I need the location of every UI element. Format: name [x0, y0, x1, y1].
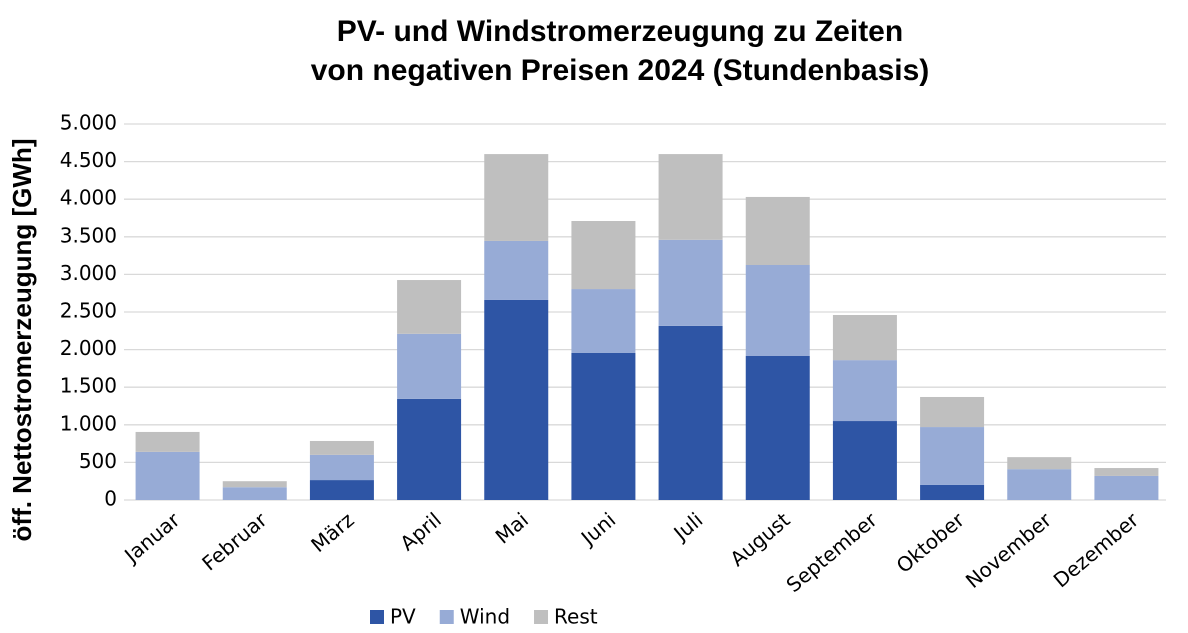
y-tick-label: 4.000	[60, 186, 117, 210]
bar-segment	[397, 280, 462, 334]
chart-title: von negativen Preisen 2024 (Stundenbasis…	[311, 54, 930, 87]
x-tick-label: Dezember	[1049, 507, 1144, 592]
bar-segment	[484, 154, 549, 241]
x-tick-label: Februar	[197, 507, 272, 575]
bar-segment	[658, 154, 723, 240]
y-tick-label: 0	[104, 487, 117, 511]
bar-segment	[571, 352, 636, 500]
legend-label: Rest	[554, 605, 598, 629]
bar-segment	[1094, 475, 1159, 500]
x-tick-label: August	[725, 508, 794, 571]
bar-segment	[1007, 469, 1072, 500]
bar-segment	[920, 427, 985, 485]
bar-segment	[309, 480, 374, 500]
bar-segment	[571, 289, 636, 353]
bar-segment	[745, 265, 810, 356]
y-tick-label: 5.000	[60, 111, 117, 135]
y-tick-label: 2.000	[60, 336, 117, 360]
legend-label: Wind	[460, 605, 510, 629]
x-tick-label: März	[306, 508, 358, 557]
x-tick-label: Mai	[491, 508, 533, 549]
bar-segment	[135, 451, 200, 500]
bar-segment	[397, 398, 462, 500]
y-tick-label: 4.500	[60, 148, 117, 172]
bar-segment	[745, 355, 810, 500]
bar-segment	[832, 421, 897, 500]
y-tick-label: 1.500	[60, 374, 117, 398]
bar-segment	[484, 299, 549, 500]
bar-segment	[745, 196, 810, 265]
bar-segment	[222, 487, 287, 500]
x-tick-label: Juli	[668, 508, 708, 547]
bar-segment	[1007, 457, 1072, 470]
bar-segment	[658, 239, 723, 326]
bar-segment	[222, 481, 287, 488]
legend-swatch	[370, 610, 384, 624]
x-tick-label: April	[395, 508, 445, 556]
legend-swatch	[534, 610, 549, 624]
bar-segment	[920, 396, 985, 428]
x-tick-label: November	[961, 507, 1057, 593]
bar-segment	[309, 454, 374, 481]
bar-segment	[1094, 468, 1159, 476]
y-tick-label: 1.000	[60, 411, 117, 435]
bar-segment	[135, 431, 200, 452]
legend-swatch	[439, 610, 454, 624]
bar-segment	[920, 484, 985, 500]
legend-label: PV	[390, 605, 416, 629]
y-tick-label: 3.500	[60, 223, 117, 247]
bar-segment	[397, 333, 462, 399]
bar-segment	[832, 315, 897, 361]
bar-segment	[658, 325, 723, 500]
y-axis-label: öff. Nettostromerzeugung [GWh]	[7, 139, 37, 542]
x-tick-label: September	[782, 507, 883, 597]
bar-segment	[571, 221, 636, 290]
x-tick-label: Oktober	[892, 507, 970, 578]
chart-title: PV- und Windstromerzeugung zu Zeiten	[337, 15, 903, 48]
bar-segment	[484, 240, 549, 300]
y-tick-label: 500	[79, 449, 117, 473]
bar-segment	[832, 360, 897, 422]
bar-segment	[309, 440, 374, 455]
y-tick-label: 3.000	[60, 261, 117, 285]
x-tick-label: Juni	[575, 508, 620, 551]
y-tick-label: 2.500	[60, 299, 117, 323]
x-tick-label: Januar	[118, 507, 185, 568]
